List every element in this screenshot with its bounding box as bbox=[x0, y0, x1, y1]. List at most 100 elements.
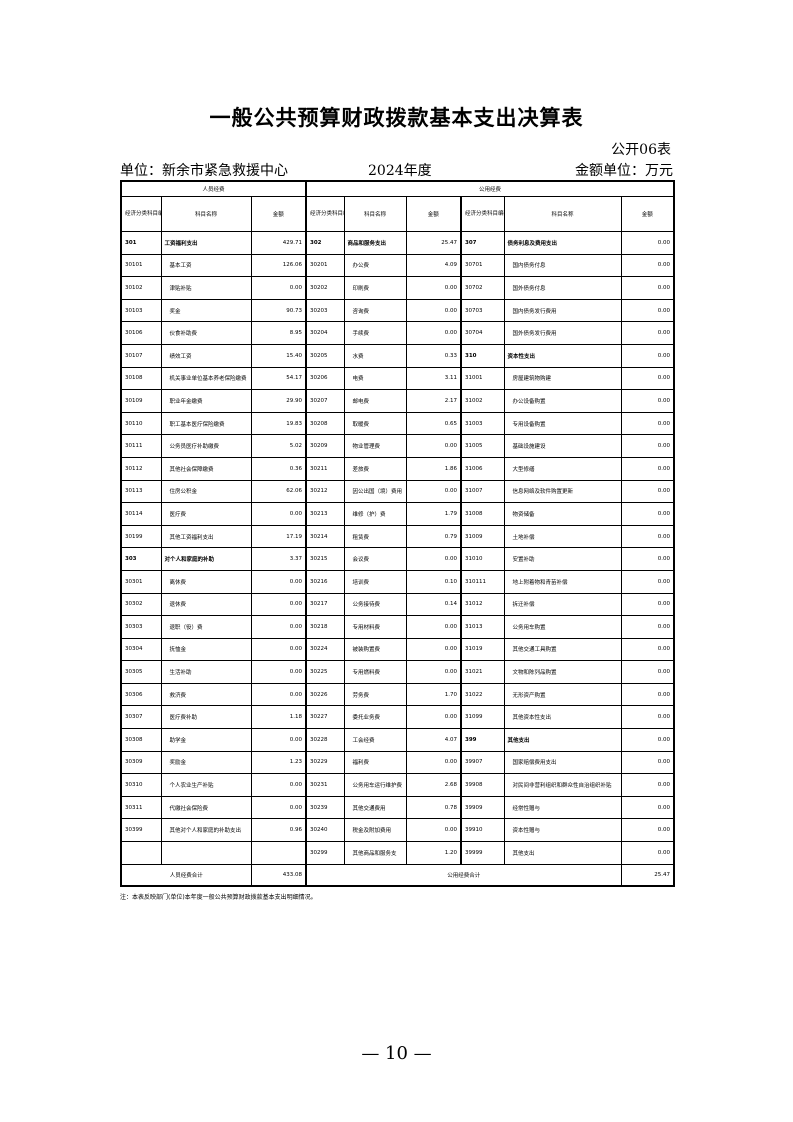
table-row: 30302 退休费 0.00 30217 公务接待费 0.14 31012 拆迁补偿 0.00 bbox=[120, 592, 675, 617]
table-row: 30305 生活补助 0.00 30225 专用燃料费 0.00 31021 文物和陈列品购置… bbox=[120, 660, 675, 684]
page-number: — 10 — bbox=[361, 1043, 432, 1064]
cell-code: 31019 bbox=[460, 637, 505, 662]
cell-name: 取暖费 bbox=[343, 411, 407, 436]
cell-amount: 3.37 bbox=[250, 547, 307, 571]
table-row: 303 对个人和家庭的补助 3.37 30215 会议费 0.00 31010 安置补助 0.0… bbox=[120, 547, 675, 571]
cell-amount: 0.00 bbox=[250, 276, 307, 300]
table-row: 30103 奖金 90.73 30203 咨询费 0.00 30703 国内债务发行费用 0.0… bbox=[120, 298, 675, 323]
cell-name: 公务接待费 bbox=[343, 592, 407, 617]
column-header-name: 科目名称 bbox=[343, 196, 407, 232]
cell-name: 其他资本性支出 bbox=[503, 705, 622, 730]
cell-code: 30229 bbox=[305, 750, 345, 775]
cell-amount: 0.14 bbox=[405, 592, 462, 617]
cell-name: 培训费 bbox=[343, 569, 407, 594]
cell-amount: 0.78 bbox=[405, 795, 462, 820]
cell-name: 津贴补贴 bbox=[160, 276, 252, 300]
cell-name: 委托业务费 bbox=[343, 705, 407, 730]
table-row: 30299 其他商品和服务支 1.20 39999 其他支出 0.00 bbox=[120, 841, 675, 865]
cell-name: 助学金 bbox=[160, 728, 252, 752]
cell-code: 30106 bbox=[120, 321, 162, 345]
cell-name: 基础设施建设 bbox=[503, 434, 622, 458]
cell-code: 30202 bbox=[305, 276, 345, 300]
cell-amount: 0.00 bbox=[620, 547, 675, 571]
cell-name: 住房公积金 bbox=[160, 479, 252, 504]
cell-name: 物业管理费 bbox=[343, 434, 407, 458]
column-header-amount: 金额 bbox=[405, 196, 462, 232]
cell-code: 30239 bbox=[305, 795, 345, 820]
cell-code: 30217 bbox=[305, 592, 345, 617]
cell-name: 工资福利支出 bbox=[160, 231, 252, 255]
cell-code: 301 bbox=[120, 231, 162, 255]
cell-code bbox=[120, 841, 162, 865]
cell-code: 30302 bbox=[120, 592, 162, 617]
cell-name: 机关事业单位基本养老保险缴费 bbox=[160, 366, 252, 391]
cell-amount: 0.00 bbox=[620, 615, 675, 639]
cell-name: 房屋建筑物购建 bbox=[503, 366, 622, 391]
cell-name: 邮电费 bbox=[343, 389, 407, 413]
cell-amount: 0.00 bbox=[620, 773, 675, 797]
cell-code: 31099 bbox=[460, 705, 505, 730]
cell-code: 30103 bbox=[120, 298, 162, 323]
table-row: 30113 住房公积金 62.06 30212 因公出国（境）费用 0.00 31007 信息… bbox=[120, 479, 675, 504]
cell-amount: 0.00 bbox=[250, 637, 307, 662]
cell-amount: 0.00 bbox=[620, 569, 675, 594]
cell-code: 31022 bbox=[460, 682, 505, 707]
cell-code: 30224 bbox=[305, 637, 345, 662]
cell-amount: 0.00 bbox=[620, 502, 675, 526]
cell-name: 公务用车运行维护费 bbox=[343, 773, 407, 797]
cell-amount: 0.00 bbox=[620, 321, 675, 345]
cell-code: 31010 bbox=[460, 547, 505, 571]
cell-amount: 0.00 bbox=[620, 682, 675, 707]
cell-amount: 0.00 bbox=[405, 434, 462, 458]
cell-amount: 29.90 bbox=[250, 389, 307, 413]
cell-amount: 0.96 bbox=[250, 818, 307, 843]
cell-name: 被装购置费 bbox=[343, 637, 407, 662]
cell-code: 30226 bbox=[305, 682, 345, 707]
cell-amount: 0.10 bbox=[405, 569, 462, 594]
column-header-code: 经济分类科目编码 bbox=[305, 196, 345, 232]
cell-amount: 19.83 bbox=[250, 411, 307, 436]
cell-name: 无形资产购置 bbox=[503, 682, 622, 707]
header-row-columns: 经济分类科目编码科目名称金额经济分类科目编码科目名称金额经济分类科目编码科目名称… bbox=[120, 196, 675, 232]
cell-code: 30114 bbox=[120, 502, 162, 526]
cell-code: 39909 bbox=[460, 795, 505, 820]
cell-name: 国内债务发行费用 bbox=[503, 298, 622, 323]
cell-name: 其他交通工具购置 bbox=[503, 637, 622, 662]
cell-amount: 0.00 bbox=[620, 818, 675, 843]
cell-name: 资本性赠与 bbox=[503, 818, 622, 843]
cell-name: 商品和服务支出 bbox=[343, 231, 407, 255]
cell-code: 30702 bbox=[460, 276, 505, 300]
column-header-code: 经济分类科目编码 bbox=[120, 196, 162, 232]
cell-amount: 0.00 bbox=[620, 456, 675, 481]
cell-name: 生活补助 bbox=[160, 660, 252, 684]
cell-name: 经常性赠与 bbox=[503, 795, 622, 820]
cell-name: 地上附着物和青苗补偿 bbox=[503, 569, 622, 594]
cell-code: 30205 bbox=[305, 343, 345, 368]
table-row: 30306 救济费 0.00 30226 劳务费 1.70 31022 无形资产购置 0.00 bbox=[120, 682, 675, 707]
cell-name: 代缴社会保险费 bbox=[160, 795, 252, 820]
cell-name: 基本工资 bbox=[160, 253, 252, 278]
cell-amount: 25.47 bbox=[405, 231, 462, 255]
cell-name: 办公费 bbox=[343, 253, 407, 278]
cell-amount: 4.09 bbox=[405, 253, 462, 278]
table-row: 30399 其他对个人和家庭的补助支出 0.96 30240 税金及附加费用 0.00 39… bbox=[120, 818, 675, 843]
cell-amount: 0.33 bbox=[405, 343, 462, 368]
cell-code: 31005 bbox=[460, 434, 505, 458]
cell-code: 399 bbox=[460, 728, 505, 752]
cell-code: 30305 bbox=[120, 660, 162, 684]
cell-amount: 0.00 bbox=[620, 276, 675, 300]
cell-name: 差旅费 bbox=[343, 456, 407, 481]
cell-amount bbox=[250, 841, 307, 865]
cell-code: 30213 bbox=[305, 502, 345, 526]
cell-code: 30209 bbox=[305, 434, 345, 458]
cell-code: 30206 bbox=[305, 366, 345, 391]
cell-name bbox=[160, 841, 252, 865]
cell-amount: 0.00 bbox=[250, 728, 307, 752]
cell-amount: 0.00 bbox=[405, 637, 462, 662]
cell-name: 伙食补助费 bbox=[160, 321, 252, 345]
cell-amount: 4.07 bbox=[405, 728, 462, 752]
cell-amount: 0.00 bbox=[620, 592, 675, 617]
cell-code: 30204 bbox=[305, 321, 345, 345]
cell-name: 对民间非营利组织和群众性自治组织补贴 bbox=[503, 773, 622, 797]
cell-code: 30108 bbox=[120, 366, 162, 391]
